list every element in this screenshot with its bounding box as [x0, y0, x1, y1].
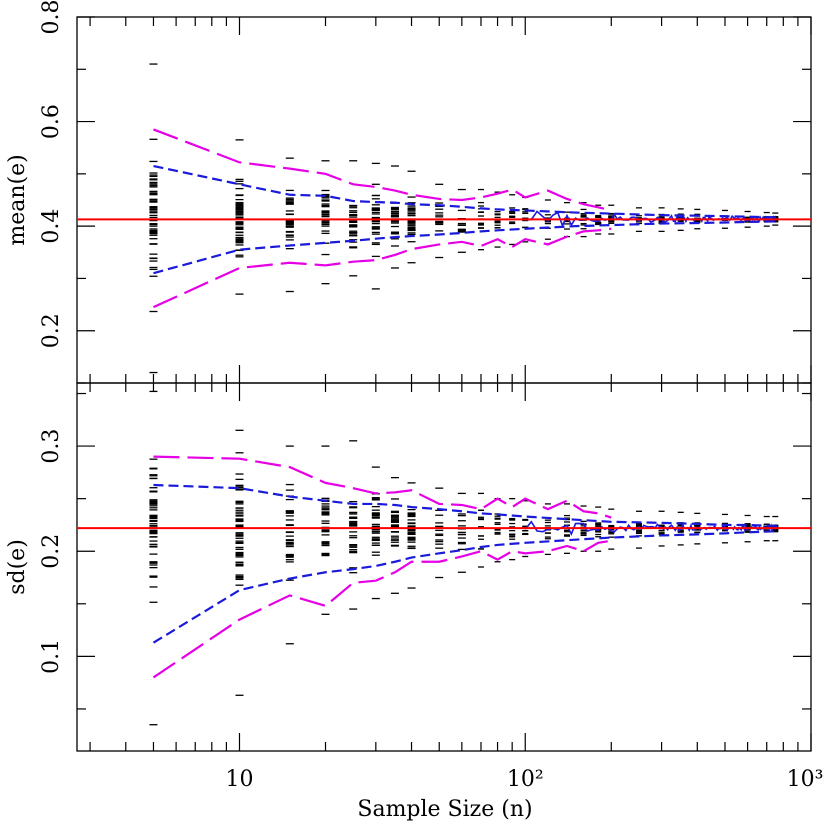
bottom-panel: 0.1 0.2 0.3 sd(e) 10 10² 10³	[5, 382, 824, 792]
y-axis-ticks	[77, 392, 811, 710]
y-tick-label: 0.2	[39, 313, 64, 348]
x-axis-label: Sample Size (n)	[357, 797, 532, 822]
x-tick-label: 10²	[507, 767, 544, 792]
scatter-column	[149, 63, 158, 374]
scatter-column	[477, 492, 484, 568]
y-tick-label: 0.6	[39, 104, 64, 139]
plot-frame	[76, 382, 812, 752]
y-tick-label: 0.4	[39, 209, 64, 244]
scatter-column	[435, 487, 444, 579]
series-line	[153, 227, 612, 309]
scatter-column	[457, 492, 466, 573]
y-tick-label: 0.2	[39, 534, 64, 569]
y-tick-label: 0.1	[39, 639, 64, 674]
scatter-column	[285, 445, 294, 645]
x-tick-label: 10³	[787, 767, 824, 792]
scatter-marks	[149, 63, 779, 374]
series-line	[153, 483, 776, 528]
x-axis-ticks	[89, 17, 812, 383]
scatter-column	[477, 188, 484, 251]
x-tick-label: 10	[225, 767, 253, 792]
series-line	[153, 455, 612, 519]
series-line	[152, 530, 776, 644]
scatter-column	[390, 165, 399, 269]
scatter-column	[509, 498, 516, 561]
scatter-column	[494, 498, 501, 563]
series-line	[153, 128, 612, 212]
x-axis-ticks	[89, 383, 812, 751]
scatter-column	[149, 390, 158, 726]
scatter-column	[371, 162, 380, 290]
scatter-column	[407, 482, 416, 589]
scatter-column	[407, 170, 416, 264]
y-axis-ticks	[77, 16, 811, 384]
plot-frame	[76, 16, 812, 384]
series-line	[152, 539, 612, 679]
scatter-column	[435, 183, 444, 259]
scatter-column	[321, 445, 330, 615]
y-axis-label: sd(e)	[5, 539, 30, 595]
scatter-column	[371, 466, 380, 600]
scatter-column	[349, 160, 358, 277]
y-axis-label: mean(e)	[5, 154, 30, 245]
y-tick-label: 0.8	[39, 0, 64, 35]
top-panel: 0.2 0.4 0.6 0.8 mean(e)	[5, 0, 812, 384]
series-line	[153, 164, 776, 219]
scatter-marks	[149, 390, 779, 726]
scatter-column	[235, 139, 244, 295]
scatter-column	[235, 429, 244, 696]
scatter-column	[349, 440, 358, 610]
series-line	[153, 220, 776, 275]
scatter-column	[509, 194, 516, 246]
scatter-column	[494, 191, 501, 248]
scatter-column	[390, 476, 399, 594]
y-tick-label: 0.3	[39, 429, 64, 464]
scatter-column	[285, 157, 294, 293]
